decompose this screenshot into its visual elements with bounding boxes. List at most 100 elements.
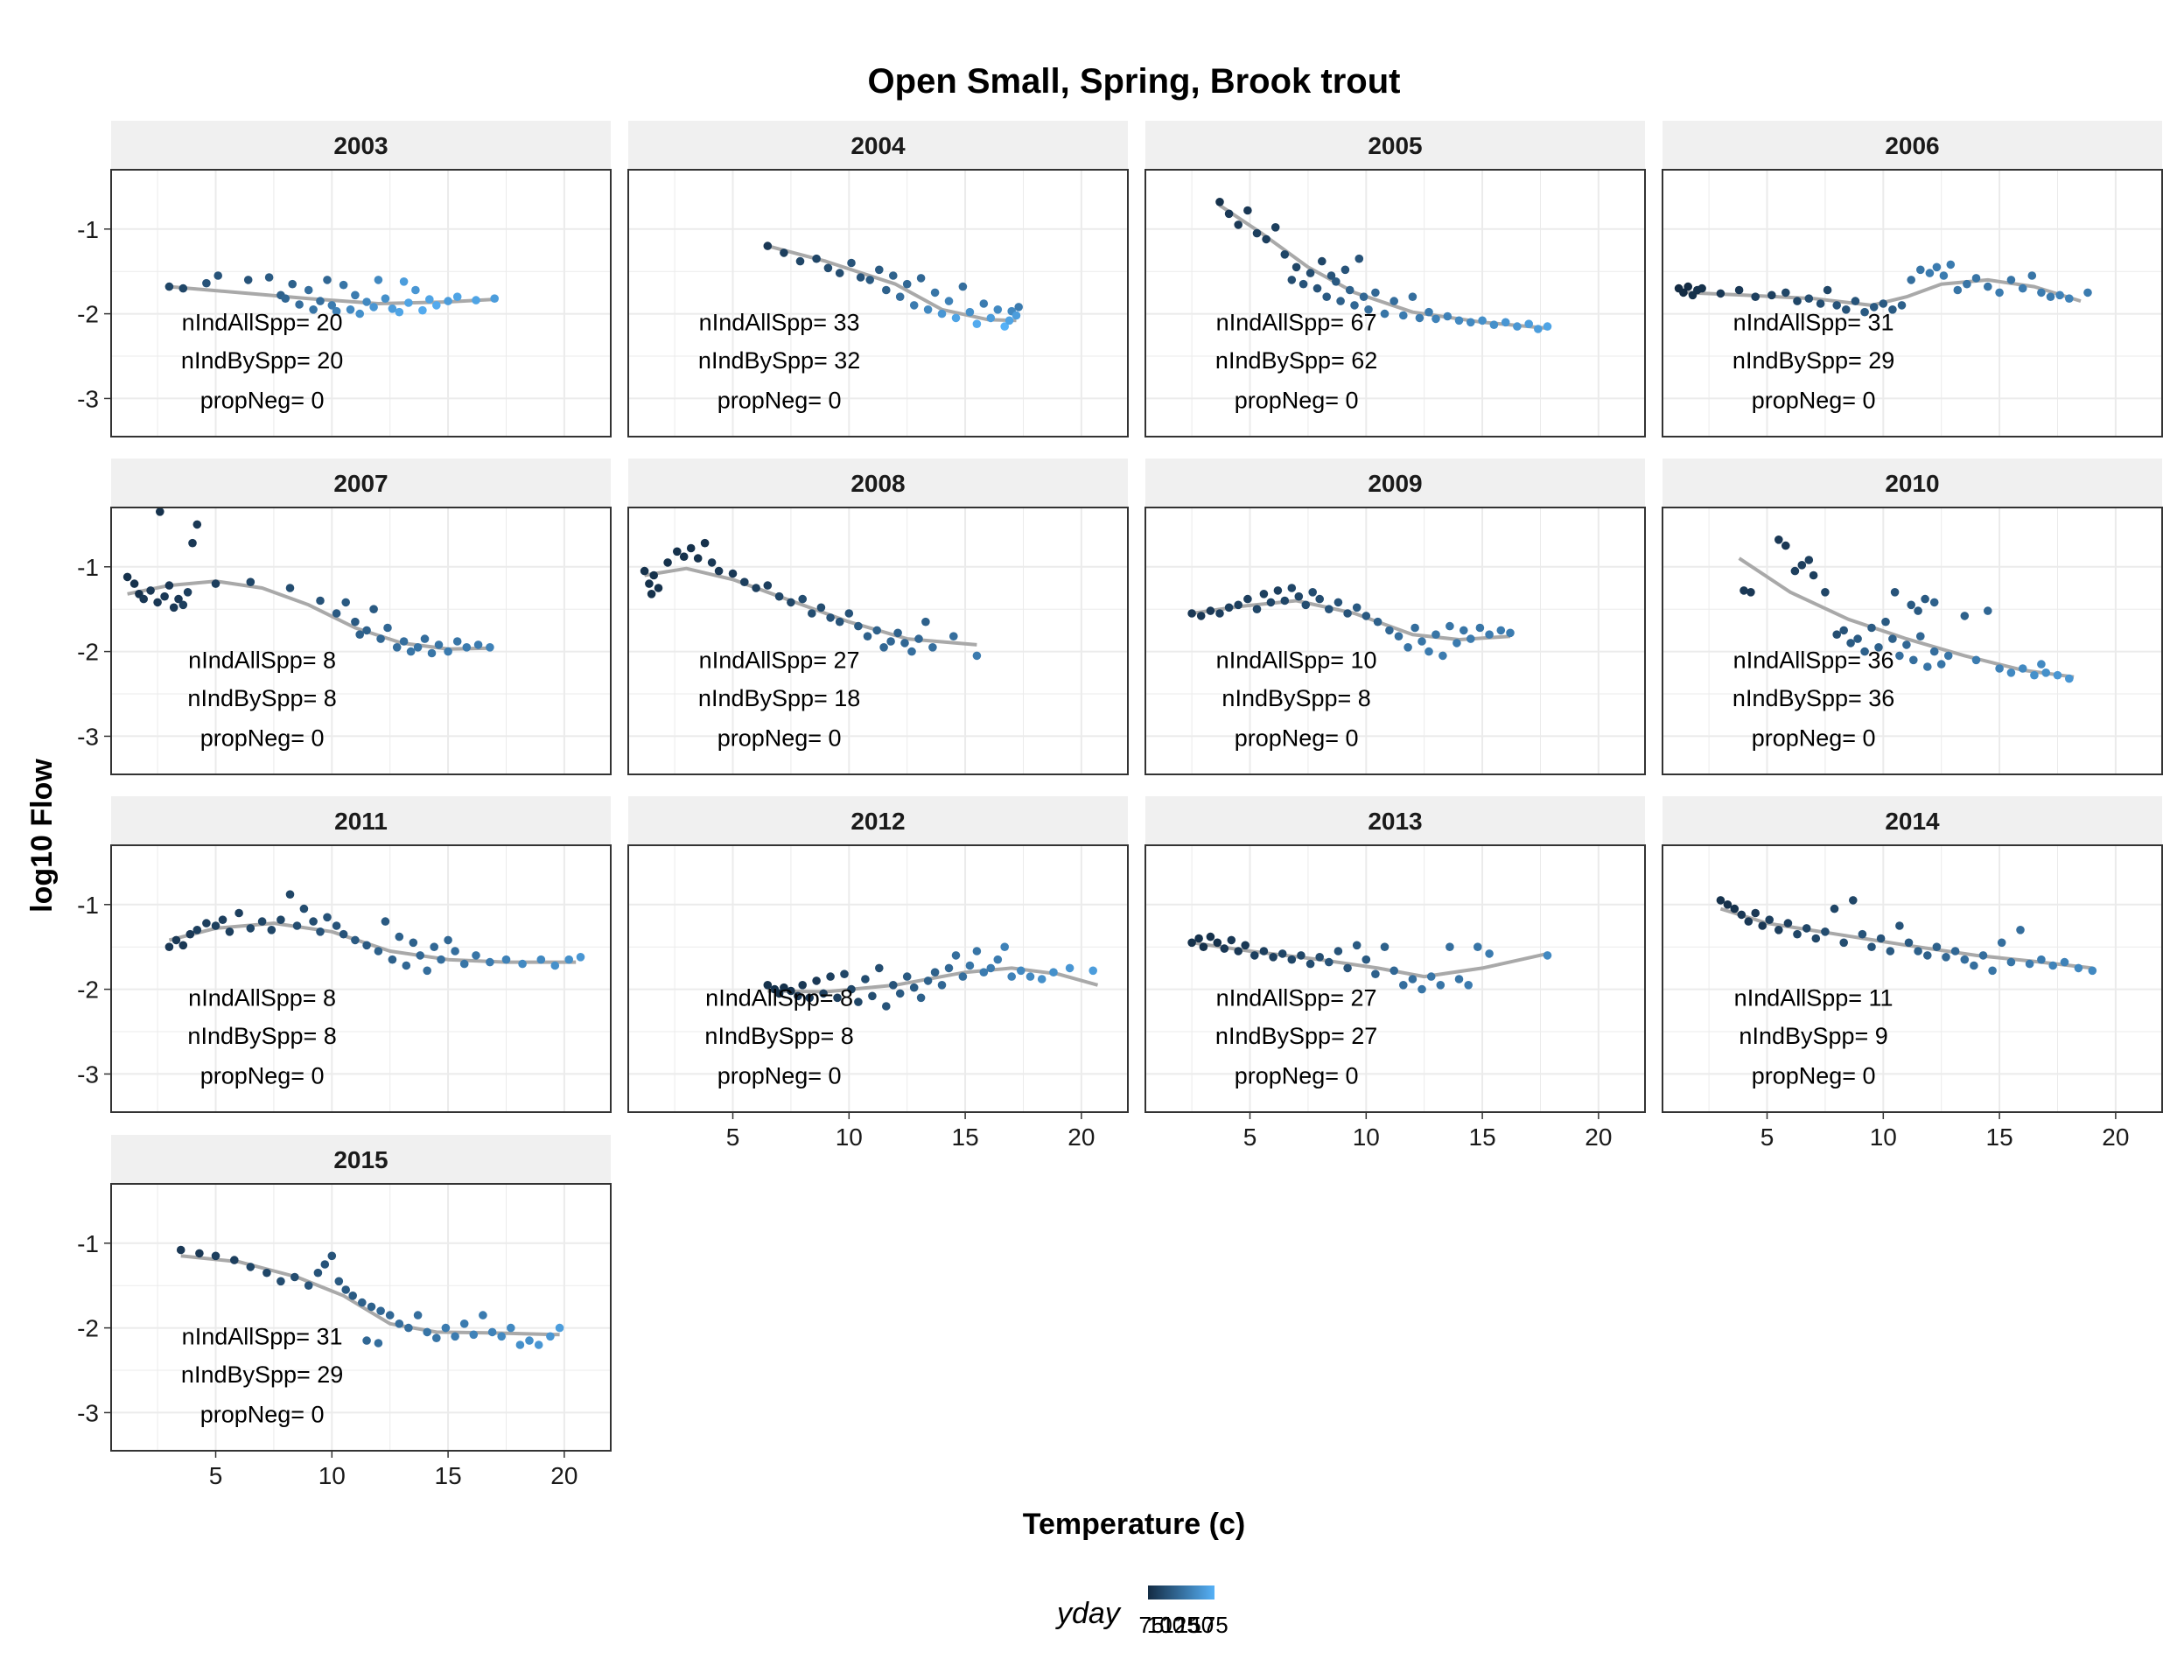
data-point — [176, 1245, 186, 1255]
data-point — [1914, 947, 1922, 956]
facet-panel-2012: 2012 5 10 15 20 nIndAllSpp= 8 nIndBySpp= 8 prop… — [627, 796, 1129, 1151]
data-point — [1418, 984, 1426, 994]
data-point — [886, 637, 895, 646]
data-point — [879, 643, 888, 652]
panel-grid — [1662, 508, 2162, 774]
panel-border — [110, 844, 612, 1113]
data-point — [355, 630, 365, 639]
data-point — [276, 915, 285, 924]
data-point — [1823, 285, 1832, 295]
panel-grid — [111, 508, 611, 774]
data-point — [1782, 541, 1790, 550]
data-point — [1322, 292, 1331, 302]
data-point — [1312, 284, 1322, 293]
facet-panel-2013: 2013 5 10 15 20 nIndAllSpp= 27 nIndBySpp= 27 pr… — [1144, 796, 1646, 1151]
data-point — [714, 566, 724, 576]
annotation-nindallspp: nIndAllSpp= 31 — [1733, 309, 1894, 335]
x-tick-label: 15 — [435, 1462, 462, 1489]
annotation-propneg: propNeg= 0 — [200, 1062, 325, 1088]
y-tick-label: -3 — [77, 723, 99, 750]
data-point — [1751, 908, 1760, 918]
data-point — [1485, 630, 1494, 639]
data-point — [1436, 981, 1446, 990]
data-point — [923, 305, 933, 314]
data-point — [195, 1249, 204, 1258]
annotation-propneg: propNeg= 0 — [1235, 724, 1359, 751]
data-point — [1364, 305, 1373, 314]
data-point — [1929, 647, 1939, 656]
data-point — [794, 991, 802, 1001]
facet-strip — [1662, 458, 2162, 508]
data-point — [1851, 297, 1860, 305]
data-point — [1326, 271, 1336, 280]
annotation-nindbyspp: nIndBySpp= 29 — [181, 1362, 343, 1388]
facet-strip-label: 2010 — [1885, 470, 1939, 497]
data-point — [295, 300, 304, 309]
data-point — [369, 303, 378, 312]
data-point — [1802, 924, 1811, 933]
data-point — [536, 955, 546, 964]
data-point — [1995, 664, 2004, 673]
x-tick-label: 15 — [952, 1124, 979, 1151]
smooth-line — [168, 921, 577, 964]
data-point — [434, 640, 444, 649]
data-point — [826, 972, 835, 981]
data-point — [1243, 594, 1252, 604]
data-point — [1340, 265, 1350, 275]
data-point — [385, 1311, 395, 1320]
data-point — [1234, 600, 1242, 610]
data-point — [972, 319, 982, 329]
data-point — [285, 890, 295, 899]
data-point — [1266, 598, 1276, 607]
data-point — [1404, 643, 1412, 652]
data-point — [192, 926, 202, 934]
annotation-nindallspp: nIndAllSpp= 8 — [705, 984, 853, 1011]
data-point — [1793, 929, 1802, 939]
x-tick-label: 20 — [1585, 1124, 1612, 1151]
data-point — [1946, 260, 1956, 270]
data-point — [1793, 297, 1802, 305]
data-point — [555, 1323, 564, 1333]
data-point — [916, 274, 926, 283]
data-point — [332, 609, 341, 618]
data-point — [1774, 536, 1783, 544]
annotation-nindallspp: nIndAllSpp= 20 — [182, 309, 343, 335]
data-point — [780, 983, 788, 992]
data-point — [1888, 634, 1897, 643]
data-point — [409, 938, 418, 948]
data-point — [339, 929, 348, 939]
data-point — [1215, 609, 1224, 618]
data-point — [2016, 926, 2025, 934]
data-point — [2018, 664, 2027, 673]
data-point — [1768, 290, 1776, 300]
data-point — [2037, 955, 2046, 964]
data-point — [847, 258, 856, 268]
data-point — [965, 961, 975, 970]
data-point — [327, 301, 337, 310]
data-point — [1783, 919, 1793, 928]
data-point — [1860, 307, 1869, 317]
x-tick-label: 10 — [1870, 1124, 1897, 1151]
data-point — [1960, 955, 1970, 964]
data-point — [2025, 959, 2034, 969]
data-point — [1970, 961, 1978, 970]
data-point — [854, 998, 863, 1006]
data-point — [490, 294, 499, 304]
data-point — [972, 651, 982, 661]
data-point — [418, 305, 427, 315]
data-point — [909, 301, 919, 310]
data-point — [174, 594, 183, 604]
facet-strip — [628, 121, 1128, 170]
data-point — [1506, 628, 1515, 638]
data-point — [1424, 307, 1433, 317]
data-point — [576, 953, 585, 962]
x-tick-label: 5 — [1760, 1124, 1774, 1151]
y-tick-label: -2 — [77, 639, 99, 666]
legend-label: 125 — [1161, 1612, 1199, 1638]
data-point — [1224, 209, 1234, 219]
data-point — [844, 609, 854, 618]
data-point — [515, 1340, 525, 1349]
data-point — [1501, 318, 1510, 327]
data-point — [392, 643, 402, 652]
y-tick-label: -2 — [77, 301, 99, 328]
